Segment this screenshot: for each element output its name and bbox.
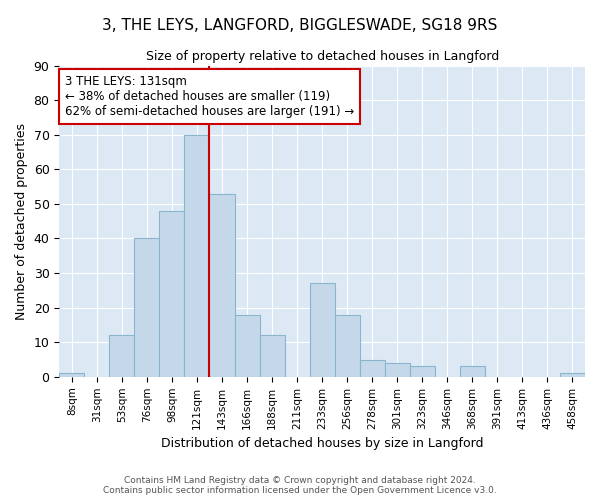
Text: Contains HM Land Registry data © Crown copyright and database right 2024.
Contai: Contains HM Land Registry data © Crown c… — [103, 476, 497, 495]
Bar — [310, 284, 335, 377]
Bar — [109, 336, 134, 377]
Bar — [460, 366, 485, 377]
Bar — [184, 134, 209, 377]
Bar — [359, 360, 385, 377]
X-axis label: Distribution of detached houses by size in Langford: Distribution of detached houses by size … — [161, 437, 484, 450]
Bar — [335, 314, 359, 377]
Text: 3 THE LEYS: 131sqm
← 38% of detached houses are smaller (119)
62% of semi-detach: 3 THE LEYS: 131sqm ← 38% of detached hou… — [65, 75, 354, 118]
Bar — [260, 336, 284, 377]
Bar — [235, 314, 260, 377]
Bar — [59, 374, 85, 377]
Bar — [410, 366, 435, 377]
Bar — [134, 238, 160, 377]
Bar — [385, 363, 410, 377]
Title: Size of property relative to detached houses in Langford: Size of property relative to detached ho… — [146, 50, 499, 63]
Y-axis label: Number of detached properties: Number of detached properties — [15, 122, 28, 320]
Text: 3, THE LEYS, LANGFORD, BIGGLESWADE, SG18 9RS: 3, THE LEYS, LANGFORD, BIGGLESWADE, SG18… — [103, 18, 497, 32]
Bar — [160, 211, 184, 377]
Bar — [560, 374, 585, 377]
Bar — [209, 194, 235, 377]
